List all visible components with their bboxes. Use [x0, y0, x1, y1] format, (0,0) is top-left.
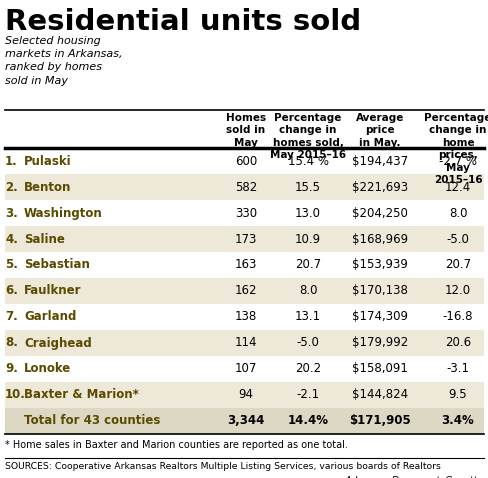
Bar [5, 382, 483, 408]
Text: 94: 94 [238, 389, 253, 402]
Text: 9.: 9. [5, 362, 18, 376]
Text: Saline: Saline [24, 232, 65, 246]
Text: 20.2: 20.2 [294, 362, 321, 376]
Text: 582: 582 [234, 181, 257, 194]
Text: Sebastian: Sebastian [24, 259, 90, 272]
Bar [5, 226, 483, 252]
Text: $171,905: $171,905 [348, 414, 410, 427]
Text: Percentage
change in
home
prices,
May
2015–16: Percentage change in home prices, May 20… [424, 113, 488, 185]
Bar [5, 330, 483, 356]
Text: Percentage
change in
homes sold,
May 2015–16: Percentage change in homes sold, May 201… [269, 113, 346, 160]
Text: -2.7 %: -2.7 % [438, 154, 476, 167]
Text: $168,969: $168,969 [351, 232, 407, 246]
Bar [5, 278, 483, 304]
Text: 10.9: 10.9 [294, 232, 321, 246]
Text: Garland: Garland [24, 311, 76, 324]
Text: -5.0: -5.0 [446, 232, 468, 246]
Text: Pulaski: Pulaski [24, 154, 71, 167]
Text: 10.: 10. [5, 389, 26, 402]
Bar [5, 200, 483, 226]
Text: Arkansas Democrat–Gazette: Arkansas Democrat–Gazette [344, 476, 483, 478]
Text: 13.0: 13.0 [294, 206, 320, 219]
Text: -2.1: -2.1 [296, 389, 319, 402]
Text: Lonoke: Lonoke [24, 362, 71, 376]
Text: 163: 163 [234, 259, 257, 272]
Text: 8.: 8. [5, 337, 18, 349]
Text: 5.: 5. [5, 259, 18, 272]
Text: 173: 173 [234, 232, 257, 246]
Text: $221,693: $221,693 [351, 181, 407, 194]
Text: * Home sales in Baxter and Marion counties are reported as one total.: * Home sales in Baxter and Marion counti… [5, 440, 347, 450]
Text: 15.5: 15.5 [294, 181, 320, 194]
Text: 14.4%: 14.4% [287, 414, 328, 427]
Text: Homes
sold in
May: Homes sold in May [225, 113, 265, 148]
Text: 8.0: 8.0 [298, 284, 317, 297]
Text: $170,138: $170,138 [351, 284, 407, 297]
Text: 6.: 6. [5, 284, 18, 297]
Text: 330: 330 [234, 206, 257, 219]
Bar [5, 148, 483, 174]
Bar [5, 408, 483, 434]
Text: $158,091: $158,091 [351, 362, 407, 376]
Text: Craighead: Craighead [24, 337, 92, 349]
Text: $144,824: $144,824 [351, 389, 407, 402]
Text: $204,250: $204,250 [351, 206, 407, 219]
Text: 3,344: 3,344 [227, 414, 264, 427]
Text: Residential units sold: Residential units sold [5, 8, 361, 36]
Text: Benton: Benton [24, 181, 71, 194]
Text: -16.8: -16.8 [442, 311, 472, 324]
Text: 114: 114 [234, 337, 257, 349]
Text: 138: 138 [234, 311, 257, 324]
Text: -5.0: -5.0 [296, 337, 319, 349]
Text: 3.4%: 3.4% [441, 414, 473, 427]
Bar [5, 252, 483, 278]
Text: Average
price
in May.: Average price in May. [355, 113, 404, 148]
Text: 3.: 3. [5, 206, 18, 219]
Text: 20.6: 20.6 [444, 337, 470, 349]
Text: Faulkner: Faulkner [24, 284, 81, 297]
Text: Washington: Washington [24, 206, 102, 219]
Text: 13.1: 13.1 [294, 311, 321, 324]
Text: 1.: 1. [5, 154, 18, 167]
Text: 12.4: 12.4 [444, 181, 470, 194]
Bar [5, 356, 483, 382]
Text: 600: 600 [234, 154, 257, 167]
Bar [5, 174, 483, 200]
Text: -3.1: -3.1 [446, 362, 468, 376]
Text: 107: 107 [234, 362, 257, 376]
Text: $179,992: $179,992 [351, 337, 407, 349]
Text: $153,939: $153,939 [351, 259, 407, 272]
Text: SOURCES: Cooperative Arkansas Realtors Multiple Listing Services, various boards: SOURCES: Cooperative Arkansas Realtors M… [5, 462, 440, 471]
Text: Selected housing
markets in Arkansas,
ranked by homes
sold in May: Selected housing markets in Arkansas, ra… [5, 36, 122, 86]
Text: Total for 43 counties: Total for 43 counties [24, 414, 160, 427]
Text: Baxter & Marion*: Baxter & Marion* [24, 389, 139, 402]
Text: 2.: 2. [5, 181, 18, 194]
Text: 15.4 %: 15.4 % [287, 154, 328, 167]
Text: $174,309: $174,309 [351, 311, 407, 324]
Text: 9.5: 9.5 [448, 389, 467, 402]
Text: 20.7: 20.7 [444, 259, 470, 272]
Text: 4.: 4. [5, 232, 18, 246]
Text: 162: 162 [234, 284, 257, 297]
Text: 8.0: 8.0 [448, 206, 467, 219]
Text: $194,437: $194,437 [351, 154, 407, 167]
Text: 20.7: 20.7 [294, 259, 321, 272]
Text: 12.0: 12.0 [444, 284, 470, 297]
Text: 7.: 7. [5, 311, 18, 324]
Bar [5, 304, 483, 330]
